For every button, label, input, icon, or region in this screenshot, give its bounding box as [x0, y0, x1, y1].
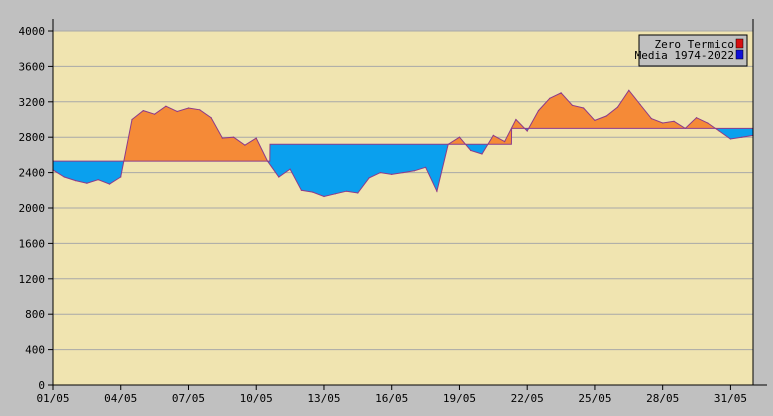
data-point	[266, 160, 269, 162]
y-tick-label: 2400	[19, 167, 46, 180]
data-point	[639, 103, 641, 106]
data-point	[323, 195, 325, 198]
data-point	[345, 190, 348, 192]
data-point	[470, 149, 472, 152]
x-axis-ticks: 01/05 04/05 07/05 10/05 13/05 16/05 19/05 22/05…	[36, 385, 747, 405]
y-tick-label: 4000	[19, 25, 46, 38]
data-point	[75, 180, 77, 182]
legend: Zero Termico Media 1974-2022	[635, 34, 748, 67]
data-point	[650, 118, 653, 120]
x-tick-label: 13/05	[307, 392, 340, 405]
data-point	[662, 122, 664, 124]
legend-label-media: Media 1974-2022	[635, 49, 734, 62]
data-point	[131, 118, 133, 121]
data-point	[334, 193, 336, 195]
data-point	[357, 192, 359, 194]
data-point	[413, 170, 415, 172]
axes	[52, 19, 767, 386]
data-point	[120, 176, 122, 178]
data-point	[176, 110, 178, 113]
x-tick-label: 04/05	[104, 392, 137, 405]
data-point	[289, 168, 291, 170]
x-tick-label: 28/05	[646, 392, 679, 405]
data-point	[233, 136, 235, 138]
data-point	[300, 189, 302, 191]
data-point	[187, 107, 190, 109]
data-point	[278, 176, 280, 178]
y-tick-label: 3200	[19, 96, 46, 109]
x-tick-label: 22/05	[511, 392, 544, 405]
legend-swatch-zero-termico	[735, 38, 744, 49]
data-point	[583, 107, 585, 109]
y-tick-label: 2800	[19, 131, 46, 144]
data-point	[481, 153, 483, 155]
series-line-media	[53, 127, 753, 162]
data-point	[199, 109, 201, 111]
data-point	[707, 122, 709, 124]
data-point	[368, 177, 370, 179]
data-point	[718, 130, 720, 132]
data-point	[684, 127, 686, 129]
data-point	[504, 141, 506, 143]
data-point	[391, 173, 393, 175]
data-point	[379, 172, 381, 174]
x-tick-label: 19/05	[443, 392, 476, 405]
data-point	[425, 166, 427, 168]
x-tick-label: 07/05	[172, 392, 205, 405]
y-tick-label: 1600	[19, 237, 46, 250]
data-point	[492, 134, 494, 136]
y-tick-label: 0	[38, 379, 45, 392]
x-tick-label: 10/05	[240, 392, 273, 405]
x-tick-label: 01/05	[36, 392, 69, 405]
data-point	[63, 176, 65, 178]
data-point	[695, 117, 698, 119]
data-point	[447, 143, 449, 145]
y-tick-label: 400	[25, 344, 45, 357]
x-tick-label: 16/05	[375, 392, 408, 405]
y-tick-label: 2000	[19, 202, 46, 215]
data-point	[526, 130, 528, 132]
data-point	[537, 110, 540, 112]
data-point	[594, 119, 596, 121]
data-point	[549, 97, 551, 99]
data-point	[108, 183, 111, 185]
y-tick-label: 800	[25, 308, 45, 321]
y-axis-ticks: 0 400 800 1200 1600 2000 2400 2800 3200 3600 4000	[19, 25, 53, 392]
data-point	[210, 117, 212, 119]
y-tick-label: 1200	[19, 273, 46, 286]
data-point	[616, 106, 619, 108]
data-point	[86, 182, 88, 184]
data-point	[605, 115, 607, 117]
data-point	[402, 172, 404, 174]
data-point	[97, 179, 99, 181]
data-point	[221, 137, 223, 139]
data-point	[628, 89, 630, 91]
x-tick-label: 25/05	[578, 392, 611, 405]
data-point	[571, 104, 574, 106]
data-point	[458, 136, 461, 138]
data-point	[515, 118, 517, 121]
data-point	[165, 105, 167, 107]
legend-label-zero-termico: Zero Termico	[655, 38, 734, 51]
data-point	[154, 113, 156, 115]
x-tick-label: 31/05	[714, 392, 747, 405]
data-point	[244, 144, 246, 146]
data-point	[436, 190, 438, 192]
area-above-average	[53, 90, 753, 162]
data-point	[255, 137, 257, 139]
data-point	[673, 120, 675, 122]
data-point	[312, 191, 314, 193]
y-tick-label: 3600	[19, 60, 46, 73]
data-point	[729, 138, 732, 140]
data-point	[142, 110, 144, 112]
legend-swatch-media	[735, 49, 744, 60]
legend-box	[638, 34, 748, 67]
data-point	[560, 92, 562, 94]
data-point	[741, 136, 743, 138]
